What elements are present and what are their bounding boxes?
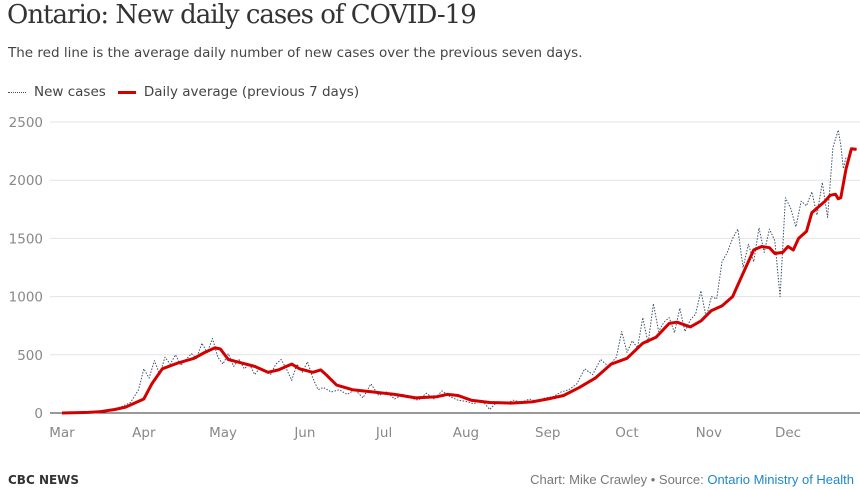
x-tick-label: Jun bbox=[293, 425, 315, 441]
x-tick-label: Nov bbox=[696, 425, 722, 441]
y-tick-label: 1000 bbox=[9, 290, 43, 306]
legend-swatch-new-cases bbox=[8, 91, 26, 93]
x-tick-label: Aug bbox=[453, 425, 479, 441]
chart-subtitle: The red line is the average daily number… bbox=[8, 45, 583, 61]
average-line bbox=[61, 147, 857, 415]
y-tick-label: 0 bbox=[34, 406, 43, 422]
legend-swatch-average bbox=[117, 90, 136, 94]
credit-line: Chart: Mike Crawley • Source: Ontario Mi… bbox=[530, 472, 854, 487]
x-tick-label: Jul bbox=[375, 425, 392, 441]
new-cases-line bbox=[61, 129, 847, 414]
credit-text: Chart: Mike Crawley • Source: bbox=[530, 472, 708, 487]
x-tick-label: Mar bbox=[49, 425, 75, 441]
y-tick-label: 2000 bbox=[9, 173, 43, 189]
x-tick-label: Sep bbox=[535, 425, 560, 441]
source-link[interactable]: Ontario Ministry of Health bbox=[707, 472, 854, 487]
y-tick-label: 1500 bbox=[9, 231, 43, 247]
brand-logo-text: CBC NEWS bbox=[8, 473, 80, 487]
x-tick-label: Apr bbox=[132, 425, 156, 441]
x-tick-label: Dec bbox=[775, 425, 801, 441]
x-tick-label: May bbox=[209, 425, 237, 441]
y-tick-label: 2500 bbox=[9, 115, 43, 131]
legend-label-new-cases: New cases bbox=[34, 84, 106, 100]
y-tick-label: 500 bbox=[17, 348, 43, 364]
x-tick-label: Oct bbox=[615, 425, 638, 441]
chart-title: Ontario: New daily cases of COVID-19 bbox=[7, 0, 477, 30]
legend: New cases Daily average (previous 7 days… bbox=[8, 84, 359, 100]
legend-label-average: Daily average (previous 7 days) bbox=[143, 84, 360, 100]
